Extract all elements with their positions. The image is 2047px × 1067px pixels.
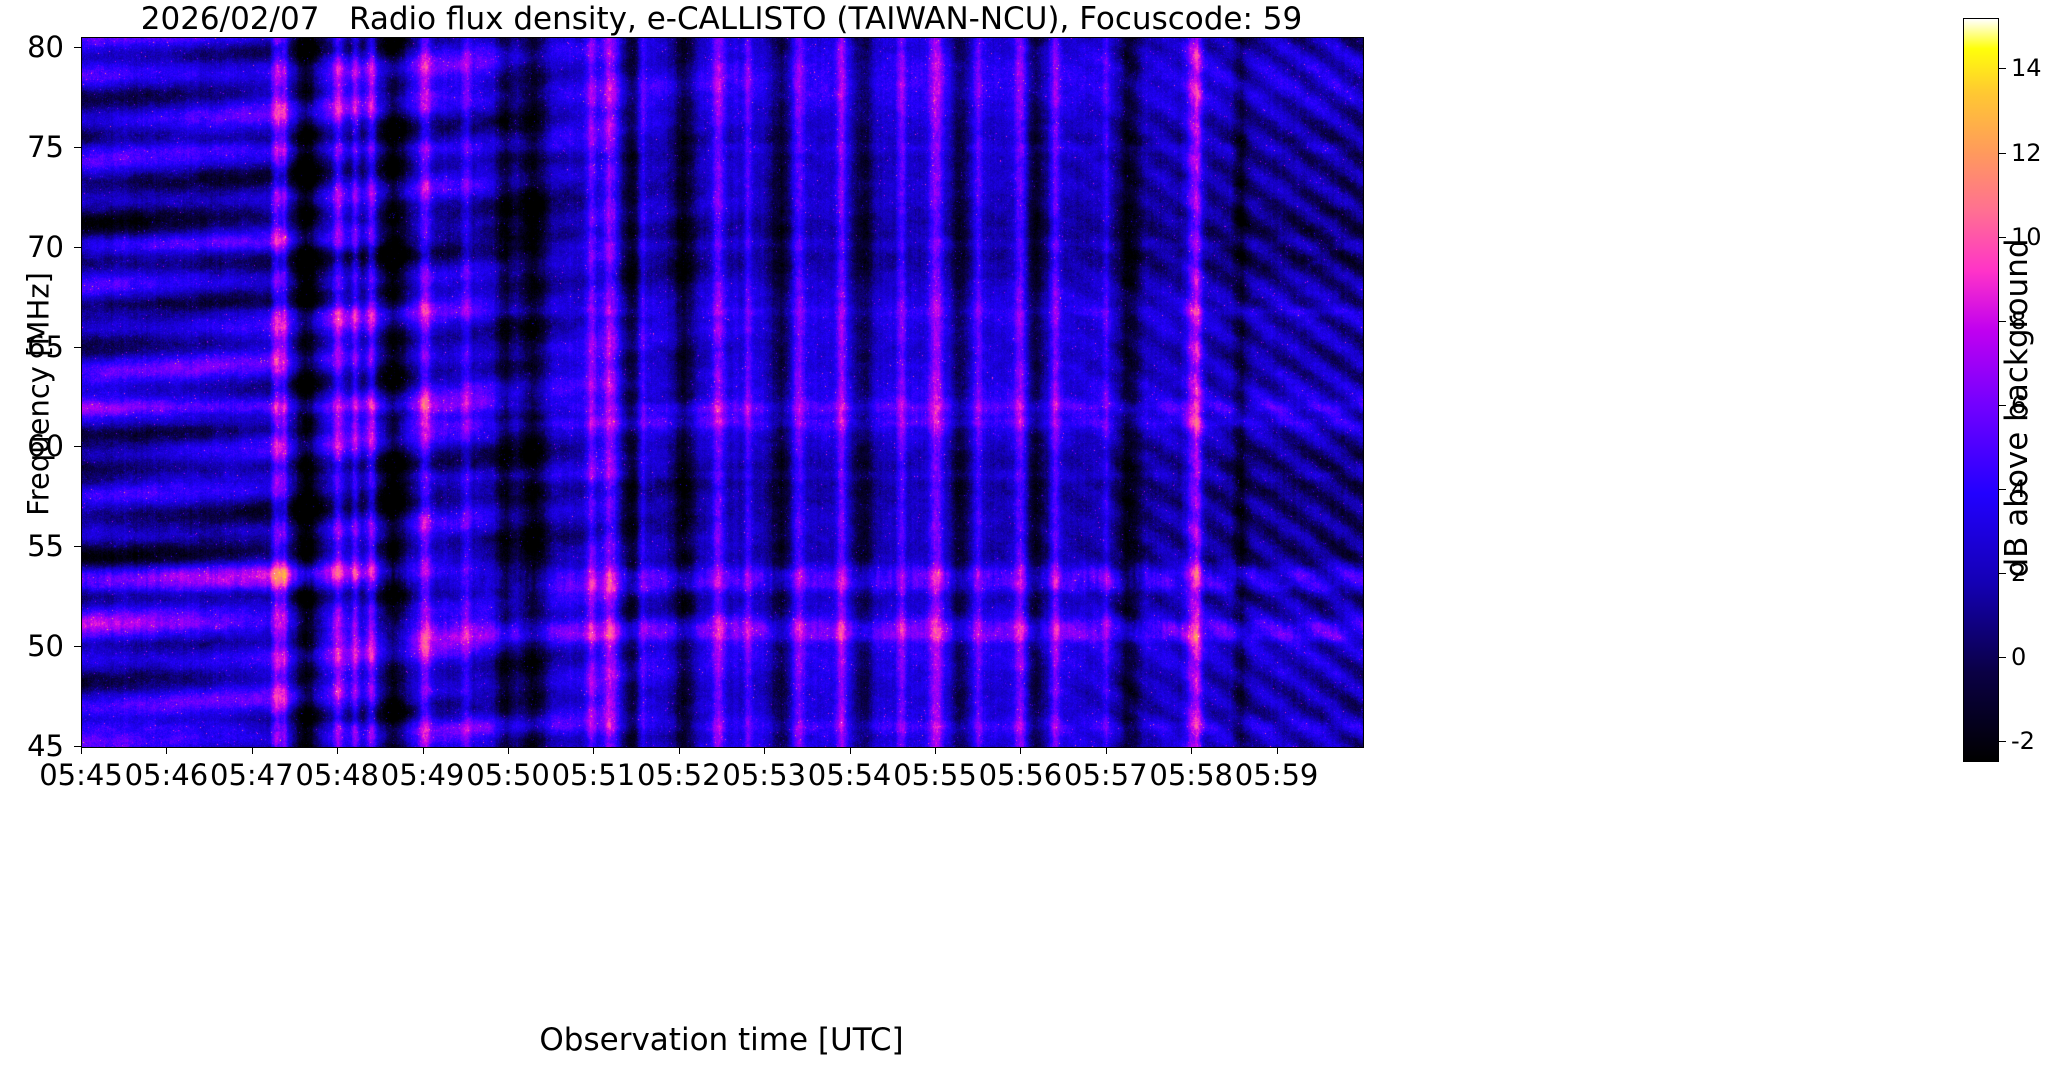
colorbar[interactable] bbox=[1963, 18, 1999, 762]
colorbar-tick-mark bbox=[1999, 656, 2006, 658]
colorbar-tick-label: 8 bbox=[2011, 306, 2027, 335]
y-tick-label: 75 bbox=[27, 129, 64, 164]
x-tick-label: 05:57 bbox=[1064, 758, 1148, 792]
colorbar-tick-mark bbox=[1999, 236, 2006, 238]
colorbar-tick-mark bbox=[1999, 404, 2006, 406]
x-tick-label: 05:48 bbox=[295, 758, 379, 792]
x-tick-mark bbox=[81, 747, 82, 754]
y-tick-mark bbox=[74, 246, 81, 248]
x-tick-label: 05:46 bbox=[124, 758, 209, 792]
y-tick-mark bbox=[74, 46, 81, 48]
x-tick-label: 05:55 bbox=[893, 758, 977, 792]
y-tick-label: 55 bbox=[27, 529, 64, 564]
colorbar-tick-label: -2 bbox=[2011, 726, 2035, 755]
spectrogram-axes[interactable] bbox=[81, 37, 1364, 748]
x-axis-label: Observation time [UTC] bbox=[539, 1022, 904, 1058]
x-tick-label: 05:51 bbox=[551, 758, 636, 792]
colorbar-gradient bbox=[1963, 18, 1999, 762]
x-tick-label: 05:47 bbox=[210, 758, 294, 792]
y-tick-label: 50 bbox=[27, 629, 64, 664]
x-tick-label: 05:49 bbox=[380, 758, 465, 792]
x-tick-label: 05:54 bbox=[807, 758, 892, 792]
y-tick-mark bbox=[74, 446, 81, 448]
page-title: 2026/02/07 Radio flux density, e-CALLIST… bbox=[140, 1, 1303, 37]
x-tick-mark bbox=[337, 747, 339, 754]
colorbar-tick-mark bbox=[1999, 152, 2006, 154]
y-tick-label: 65 bbox=[27, 329, 64, 364]
colorbar-tick-mark bbox=[1999, 740, 2006, 742]
colorbar-tick-label: 0 bbox=[2011, 642, 2027, 671]
spectrogram-pixels bbox=[82, 38, 1363, 747]
x-tick-mark bbox=[1020, 747, 1022, 754]
colorbar-tick-label: 14 bbox=[2011, 54, 2042, 83]
x-tick-label: 05:53 bbox=[722, 758, 806, 792]
x-tick-mark bbox=[1191, 747, 1193, 754]
colorbar-tick-label: 2 bbox=[2011, 558, 2027, 587]
y-tick-mark bbox=[74, 146, 81, 148]
y-tick-mark bbox=[74, 346, 81, 348]
x-tick-label: 05:45 bbox=[39, 758, 123, 792]
x-tick-label: 05:50 bbox=[466, 758, 550, 792]
colorbar-tick-label: 6 bbox=[2011, 390, 2027, 419]
colorbar-tick-label: 4 bbox=[2011, 474, 2027, 503]
x-tick-label: 05:59 bbox=[1234, 758, 1319, 792]
x-tick-mark bbox=[1105, 747, 1107, 754]
x-tick-mark bbox=[764, 747, 766, 754]
colorbar-tick-label: 10 bbox=[2011, 222, 2042, 251]
y-tick-mark bbox=[74, 546, 81, 548]
x-tick-label: 05:56 bbox=[978, 758, 1063, 792]
x-tick-mark bbox=[1276, 747, 1278, 754]
colorbar-tick-mark bbox=[1999, 68, 2006, 70]
y-tick-label: 80 bbox=[27, 29, 64, 64]
colorbar-tick-mark bbox=[1999, 320, 2006, 322]
spectrogram-image bbox=[82, 38, 1363, 747]
colorbar-tick-label: 12 bbox=[2011, 138, 2042, 167]
y-tick-label: 70 bbox=[27, 229, 64, 264]
colorbar-tick-mark bbox=[1999, 572, 2006, 574]
y-tick-label: 60 bbox=[27, 429, 64, 464]
y-tick-mark bbox=[74, 746, 81, 747]
x-tick-mark bbox=[849, 747, 851, 754]
x-tick-mark bbox=[251, 747, 253, 754]
y-tick-label: 45 bbox=[27, 729, 64, 763]
x-tick-mark bbox=[422, 747, 424, 754]
colorbar-tick-mark bbox=[1999, 488, 2006, 490]
x-tick-mark bbox=[935, 747, 936, 754]
y-tick-mark bbox=[74, 646, 81, 648]
x-tick-mark bbox=[593, 747, 595, 754]
x-tick-label: 05:52 bbox=[637, 758, 721, 792]
x-tick-mark bbox=[166, 747, 168, 754]
x-tick-mark bbox=[678, 747, 680, 754]
x-tick-label: 05:58 bbox=[1149, 758, 1233, 792]
x-tick-mark bbox=[508, 747, 509, 754]
